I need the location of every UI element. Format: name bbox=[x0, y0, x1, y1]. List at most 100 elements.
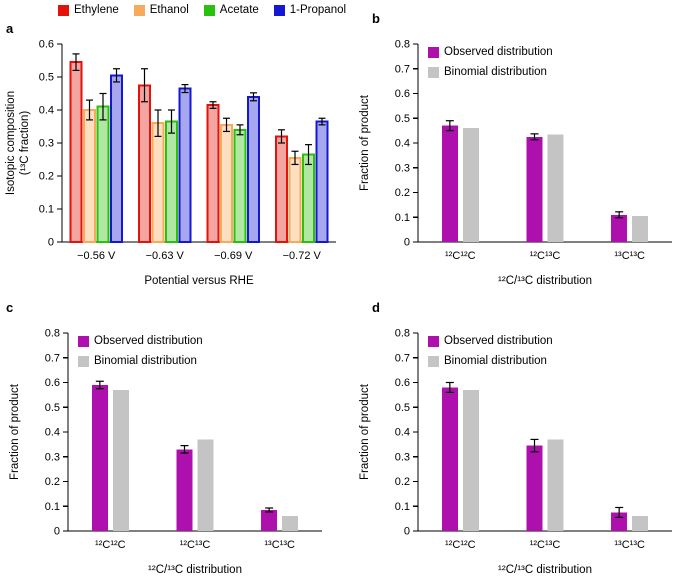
svg-text:0.8: 0.8 bbox=[395, 328, 410, 340]
panel-d-legend: Observed distribution Binomial distribut… bbox=[428, 335, 553, 369]
legend-item-observed: Observed distribution bbox=[78, 335, 203, 349]
svg-text:0.6: 0.6 bbox=[395, 377, 410, 389]
observed-swatch-icon bbox=[428, 47, 439, 59]
svg-text:0.2: 0.2 bbox=[395, 187, 410, 199]
svg-text:0.7: 0.7 bbox=[395, 352, 410, 364]
svg-text:0.2: 0.2 bbox=[45, 476, 60, 488]
binomial-swatch-icon bbox=[78, 356, 89, 368]
acetate-swatch-icon bbox=[203, 5, 215, 17]
legend-label-binomial: Binomial distribution bbox=[444, 65, 547, 78]
ethylene-swatch-icon bbox=[58, 5, 69, 17]
svg-text:−0.63 V: −0.63 V bbox=[146, 250, 185, 262]
panel-b: b Observed distribution Binomial distrib… bbox=[350, 0, 700, 291]
legend-item-binomial: Binomial distribution bbox=[78, 355, 203, 369]
svg-text:0.4: 0.4 bbox=[395, 427, 410, 439]
ethanol-swatch-icon bbox=[133, 5, 145, 17]
svg-text:0.4: 0.4 bbox=[395, 138, 410, 150]
svg-text:0.1: 0.1 bbox=[395, 212, 410, 224]
chart-d: 0 0.1 0.2 0.3 0.4 0.5 0.6 0.7 0.8 ¹²C¹²C ¹²C¹³C ¹³C… bbox=[359, 328, 672, 576]
binomial-swatch-icon bbox=[428, 356, 439, 368]
svg-text:0.1: 0.1 bbox=[395, 501, 410, 513]
observed-swatch-icon bbox=[78, 336, 89, 348]
panel-c-legend: Observed distribution Binomial distribut… bbox=[78, 335, 203, 369]
panel-b-label: b bbox=[372, 11, 380, 26]
legend-label-1-propanol: 1-Propanol bbox=[289, 4, 347, 16]
svg-text:(¹³C fraction): (¹³C fraction) bbox=[19, 111, 31, 176]
svg-text:0.7: 0.7 bbox=[45, 352, 60, 364]
svg-text:0.6: 0.6 bbox=[39, 39, 54, 51]
svg-text:0: 0 bbox=[404, 237, 410, 249]
svg-text:0.3: 0.3 bbox=[45, 451, 60, 463]
svg-text:0.5: 0.5 bbox=[39, 72, 54, 84]
svg-text:¹³C¹³C: ¹³C¹³C bbox=[264, 539, 295, 551]
legend-label-observed: Observed distribution bbox=[94, 335, 203, 347]
svg-text:¹²C¹³C: ¹²C¹³C bbox=[530, 250, 561, 262]
observed-swatch-icon bbox=[428, 336, 439, 348]
svg-text:0.3: 0.3 bbox=[39, 138, 54, 150]
svg-text:0: 0 bbox=[404, 526, 410, 538]
svg-text:0: 0 bbox=[54, 526, 60, 538]
legend-item-observed: Observed distribution bbox=[428, 335, 553, 349]
svg-text:¹³C¹³C: ¹³C¹³C bbox=[614, 539, 645, 551]
svg-text:¹³C¹³C: ¹³C¹³C bbox=[614, 250, 645, 262]
binomial-swatch-icon bbox=[428, 67, 439, 79]
legend-label-observed: Observed distribution bbox=[444, 46, 553, 58]
svg-text:¹²C¹²C: ¹²C¹²C bbox=[445, 250, 476, 262]
svg-text:0.2: 0.2 bbox=[395, 476, 410, 488]
svg-text:−0.56 V: −0.56 V bbox=[77, 250, 116, 262]
legend-label-binomial: Binomial distribution bbox=[444, 354, 547, 367]
svg-text:0.3: 0.3 bbox=[395, 162, 410, 174]
legend-label-acetate: Acetate bbox=[219, 4, 259, 16]
svg-text:0.6: 0.6 bbox=[395, 88, 410, 100]
panel-d-label: d bbox=[372, 300, 380, 315]
panel-c-label: c bbox=[6, 300, 14, 315]
panel-d: d Observed distribution Binomial distrib… bbox=[350, 291, 700, 581]
svg-text:0.1: 0.1 bbox=[39, 204, 54, 216]
svg-text:Fraction of product: Fraction of product bbox=[359, 383, 371, 480]
legend-item-binomial: Binomial distribution bbox=[428, 66, 553, 80]
svg-text:¹²C/¹³C distribution: ¹²C/¹³C distribution bbox=[148, 564, 242, 576]
legend-label-ethanol: Ethanol bbox=[149, 4, 189, 16]
panel-a-label: a bbox=[6, 21, 14, 36]
legend-item-binomial: Binomial distribution bbox=[428, 355, 553, 369]
svg-text:¹²C¹³C: ¹²C¹³C bbox=[530, 539, 561, 551]
panel-b-legend: Observed distribution Binomial distribut… bbox=[428, 46, 553, 80]
svg-text:0.5: 0.5 bbox=[45, 402, 60, 414]
svg-text:¹²C¹³C: ¹²C¹³C bbox=[180, 539, 211, 551]
svg-text:0.5: 0.5 bbox=[395, 113, 410, 125]
svg-text:¹²C/¹³C distribution: ¹²C/¹³C distribution bbox=[498, 564, 592, 576]
legend-item-observed: Observed distribution bbox=[428, 46, 553, 60]
panel-c: c Observed distribution Binomial distrib… bbox=[0, 291, 350, 581]
svg-text:0.4: 0.4 bbox=[45, 427, 60, 439]
svg-text:0.6: 0.6 bbox=[45, 377, 60, 389]
panel-a-legend: Ethylene Ethanol Acetate 1-Propanol bbox=[58, 4, 346, 18]
svg-text:0: 0 bbox=[48, 237, 54, 249]
svg-text:¹²C/¹³C distribution: ¹²C/¹³C distribution bbox=[498, 275, 592, 287]
svg-text:0.7: 0.7 bbox=[395, 63, 410, 75]
svg-text:Fraction of product: Fraction of product bbox=[359, 94, 371, 191]
svg-text:¹²C¹²C: ¹²C¹²C bbox=[445, 539, 476, 551]
svg-text:Potential versus RHE: Potential versus RHE bbox=[144, 275, 254, 287]
svg-text:−0.69 V: −0.69 V bbox=[214, 250, 253, 262]
legend-item-ethylene: Ethylene bbox=[58, 4, 119, 18]
svg-text:Fraction of product: Fraction of product bbox=[9, 383, 21, 480]
chart-b: 0 0.1 0.2 0.3 0.4 0.5 0.6 0.7 0.8 ¹²C¹²C ¹²C¹³C ¹³C… bbox=[359, 39, 672, 287]
svg-text:Isotopic composition: Isotopic composition bbox=[5, 91, 17, 195]
svg-text:0.2: 0.2 bbox=[39, 171, 54, 183]
svg-text:−0.72 V: −0.72 V bbox=[283, 250, 322, 262]
svg-text:0.8: 0.8 bbox=[395, 39, 410, 51]
svg-text:0.5: 0.5 bbox=[395, 402, 410, 414]
svg-text:0.1: 0.1 bbox=[45, 501, 60, 513]
chart-a: 0 0.1 0.2 0.3 0.4 0.5 0.6 −0.56 V −0.63 V −0.69 V… bbox=[5, 39, 336, 287]
chart-c: 0 0.1 0.2 0.3 0.4 0.5 0.6 0.7 0.8 ¹²C¹²C ¹²C¹³C ¹³C… bbox=[9, 328, 322, 576]
svg-text:0.3: 0.3 bbox=[395, 451, 410, 463]
legend-label-observed: Observed distribution bbox=[444, 335, 553, 347]
svg-text:¹²C¹²C: ¹²C¹²C bbox=[95, 539, 126, 551]
legend-item-acetate: Acetate bbox=[203, 4, 259, 18]
propanol-swatch-icon bbox=[273, 5, 285, 17]
svg-text:0.8: 0.8 bbox=[45, 328, 60, 340]
legend-label-ethylene: Ethylene bbox=[74, 4, 119, 16]
svg-text:0.4: 0.4 bbox=[39, 105, 54, 117]
